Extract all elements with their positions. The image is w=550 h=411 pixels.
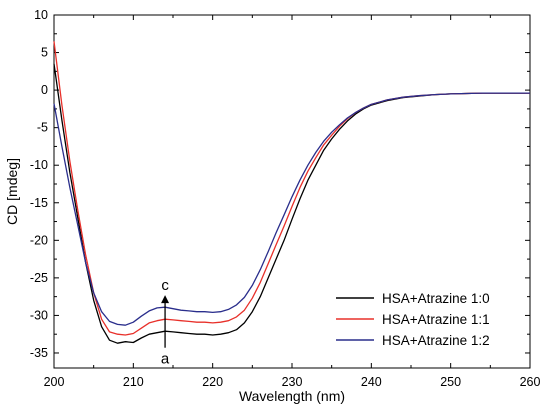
legend-label-3: HSA+Atrazine 1:2 bbox=[382, 333, 490, 348]
x-axis: 200 210 220 230 240 250 260 bbox=[44, 15, 541, 389]
y-tick-label: -35 bbox=[30, 346, 48, 360]
x-tick-label: 220 bbox=[202, 375, 223, 389]
x-tick-label: 230 bbox=[282, 375, 303, 389]
y-axis: -35 -30 -25 -20 -15 -10 -5 0 5 10 bbox=[30, 8, 530, 360]
x-tick-label: 250 bbox=[440, 375, 461, 389]
y-tick-label: -15 bbox=[30, 196, 48, 210]
y-tick-label: -30 bbox=[30, 308, 48, 322]
y-tick-label: -5 bbox=[37, 121, 48, 135]
y-tick-label: -20 bbox=[30, 233, 48, 247]
annotation-layer: ca bbox=[161, 277, 170, 368]
legend-label-1: HSA+Atrazine 1:0 bbox=[382, 291, 490, 306]
series-layer bbox=[53, 41, 530, 344]
legend-label-2: HSA+Atrazine 1:1 bbox=[382, 312, 490, 327]
x-tick-label: 240 bbox=[361, 375, 382, 389]
x-tick-label: 260 bbox=[520, 375, 541, 389]
annotation-arrow-head bbox=[161, 295, 170, 304]
y-tick-label: 10 bbox=[34, 8, 48, 22]
x-axis-title: Wavelength (nm) bbox=[239, 388, 345, 404]
y-tick-label: 5 bbox=[41, 46, 48, 60]
x-tick-label: 210 bbox=[123, 375, 144, 389]
y-tick-label: -25 bbox=[30, 271, 48, 285]
y-tick-label: -10 bbox=[30, 158, 48, 172]
annotation-label-top: c bbox=[161, 277, 169, 294]
y-tick-label: 0 bbox=[41, 83, 48, 97]
legend: HSA+Atrazine 1:0 HSA+Atrazine 1:1 HSA+Atra… bbox=[336, 291, 490, 348]
annotation-label-bottom: a bbox=[161, 351, 170, 368]
series-line-3 bbox=[53, 92, 530, 326]
x-tick-label: 200 bbox=[44, 375, 65, 389]
y-axis-title: CD [mdeg] bbox=[4, 158, 20, 225]
